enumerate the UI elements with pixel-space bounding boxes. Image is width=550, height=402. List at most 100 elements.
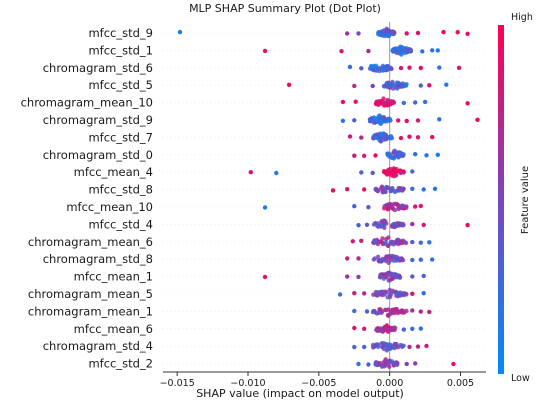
shap-point [378, 136, 383, 141]
shap-point [398, 170, 403, 175]
shap-point [418, 83, 423, 88]
shap-point [381, 189, 386, 194]
shap-point [362, 153, 367, 158]
shap-point [381, 223, 386, 228]
shap-point [390, 82, 396, 88]
shap-point [421, 291, 426, 296]
feature-points-mfcc_std_1 [262, 44, 440, 57]
shap-point [392, 272, 398, 277]
shap-point [362, 344, 367, 350]
shap-point [376, 188, 381, 193]
shap-point [392, 345, 397, 351]
shap-point [384, 236, 389, 242]
shap-point [392, 201, 398, 207]
shap-point [347, 134, 353, 139]
shap-point [370, 170, 375, 176]
shap-point [352, 291, 357, 296]
feature-points-mfcc_std_4 [356, 218, 470, 230]
shap-point [380, 344, 385, 350]
feature-points-chromagram_mean_10 [340, 96, 470, 108]
shap-point [380, 236, 385, 241]
shap-point [403, 291, 408, 296]
shap-point [177, 29, 183, 35]
shap-point [401, 100, 406, 106]
shap-point [362, 291, 367, 296]
shap-point [404, 361, 409, 367]
shap-point [392, 254, 397, 259]
shap-point [396, 154, 401, 159]
shap-point [413, 100, 418, 105]
feature-points-mfcc_mean_6 [352, 323, 423, 334]
shap-point [391, 100, 396, 105]
x-tick-label: −0.005 [301, 378, 336, 389]
shap-point [387, 203, 393, 209]
shap-point [385, 185, 390, 191]
x-tick-label: −0.015 [160, 378, 195, 389]
shap-point [352, 325, 357, 331]
feature-label-chromagram_std_9: chromagram_std_9 [43, 113, 153, 127]
shap-point [435, 48, 440, 53]
shap-point [373, 221, 378, 226]
shap-point [382, 169, 387, 174]
shap-point [410, 239, 415, 245]
shap-point [373, 135, 378, 140]
shap-point [389, 66, 394, 71]
shap-point [378, 307, 383, 312]
shap-point [389, 188, 394, 193]
shap-point [475, 117, 480, 123]
shap-point [385, 152, 390, 157]
shap-point [262, 274, 268, 280]
shap-point [394, 50, 399, 56]
shap-point [378, 118, 383, 124]
shap-point [377, 328, 383, 333]
shap-point [418, 309, 423, 314]
shap-point [441, 29, 446, 35]
shap-point [394, 86, 400, 91]
shap-point [400, 310, 405, 315]
shap-point [400, 188, 405, 193]
feature-points-chromagram_std_8 [345, 253, 435, 265]
shap-point [385, 360, 390, 365]
shap-point [387, 287, 392, 293]
shap-point [424, 153, 429, 158]
shap-point [352, 153, 357, 158]
shap-point [421, 187, 426, 192]
data-points-layer [177, 26, 480, 369]
feature-label-chromagram_std_0: chromagram_std_0 [43, 148, 153, 162]
shap-point [410, 326, 415, 331]
shap-point [404, 204, 409, 209]
shap-point [407, 65, 412, 70]
shap-point [410, 186, 415, 191]
shap-point [383, 307, 388, 312]
shap-point [389, 136, 394, 141]
shap-point [418, 203, 423, 209]
shap-point [345, 31, 350, 36]
shap-point [396, 204, 402, 210]
shap-point [394, 80, 400, 85]
colorbar-axis-label: Feature value [520, 166, 531, 234]
shap-point [352, 83, 357, 89]
feature-label-mfcc_mean_1: mfcc_mean_1 [74, 270, 153, 284]
shap-point [356, 361, 361, 367]
shap-point [410, 308, 415, 313]
feature-label-chromagram_mean_5: chromagram_mean_5 [28, 287, 153, 301]
shap-point [413, 361, 418, 366]
shap-point [385, 67, 390, 73]
colorbar: High Low Feature value [498, 12, 533, 384]
shap-point [377, 360, 383, 366]
feature-labels: mfcc_std_9 mfcc_std_1 chromagram_std_6mfcc… [21, 26, 153, 371]
shap-point [374, 327, 379, 333]
shap-point [359, 238, 364, 243]
shap-point [383, 102, 388, 108]
shap-point [395, 345, 401, 350]
feature-points-mfcc_std_8 [330, 184, 438, 195]
shap-point [418, 240, 423, 245]
shap-point [352, 204, 357, 209]
feature-label-mfcc_mean_4: mfcc_mean_4 [74, 165, 153, 179]
shap-point [371, 115, 377, 120]
shap-point [353, 99, 358, 104]
feature-points-mfcc_mean_4 [248, 166, 415, 179]
shap-point [395, 237, 401, 242]
shap-point [385, 32, 391, 37]
shap-point [404, 31, 409, 36]
